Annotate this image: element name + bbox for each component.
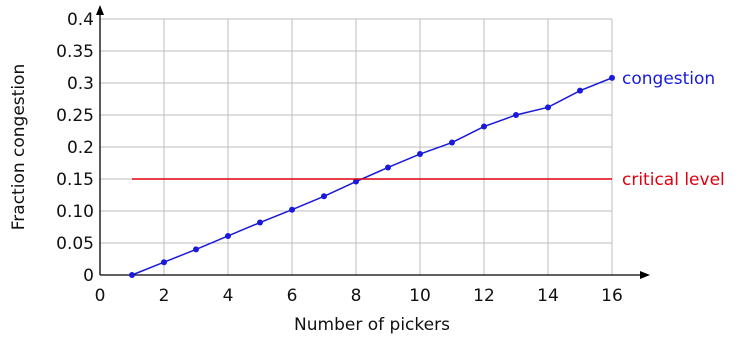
- congestion-point: [321, 193, 327, 200]
- congestion-point: [449, 139, 455, 146]
- y-axis-arrow: [96, 5, 104, 15]
- congestion-point: [257, 219, 263, 226]
- x-tick-label: 12: [473, 286, 495, 306]
- congestion-point: [481, 123, 487, 130]
- y-tick-label: 0.25: [56, 106, 94, 126]
- congestion-point: [353, 178, 359, 185]
- x-tick-label: 4: [223, 286, 234, 306]
- tick-labels: 0 2 4 6 8 10 12 14 16 0 0.05 0.10 0.15 0.2 0.25 0.3 0.35…: [56, 10, 623, 306]
- congestion-point: [385, 164, 391, 171]
- y-tick-label: 0: [83, 266, 94, 286]
- congestion-point: [225, 232, 231, 239]
- congestion-point: [129, 272, 135, 278]
- congestion-point: [417, 151, 423, 158]
- y-tick-label: 0.2: [67, 138, 94, 158]
- series-layer: congestion critical level: [129, 69, 725, 278]
- x-axis-title: Number of pickers: [294, 315, 450, 335]
- x-tick-label: 2: [159, 286, 170, 306]
- congestion-point: [513, 112, 519, 118]
- y-tick-label: 0.15: [56, 170, 94, 190]
- congestion-point: [545, 104, 551, 111]
- y-tick-label: 0.4: [67, 10, 94, 30]
- congestion-point: [193, 246, 199, 253]
- congestion-line: [131, 77, 613, 276]
- x-tick-label: 10: [409, 286, 431, 306]
- congestion-point: [161, 259, 167, 266]
- critical-level-label: critical level: [622, 170, 725, 190]
- axes: [96, 5, 650, 279]
- grid: [100, 18, 613, 275]
- y-tick-label: 0.35: [56, 42, 94, 62]
- congestion-point: [577, 87, 583, 94]
- y-tick-label: 0.3: [67, 74, 94, 94]
- y-tick-label: 0.05: [56, 234, 94, 254]
- x-tick-label: 8: [351, 286, 362, 306]
- congestion-label: congestion: [622, 69, 715, 89]
- y-tick-label: 0.10: [56, 202, 94, 222]
- y-axis-title: Fraction congestion: [9, 64, 29, 230]
- congestion-point: [289, 206, 295, 213]
- congestion-point: [609, 74, 615, 81]
- x-tick-label: 0: [95, 286, 106, 306]
- x-axis-arrow: [640, 271, 650, 279]
- x-tick-label: 6: [287, 286, 298, 306]
- x-tick-label: 14: [537, 286, 559, 306]
- x-tick-label: 16: [601, 286, 623, 306]
